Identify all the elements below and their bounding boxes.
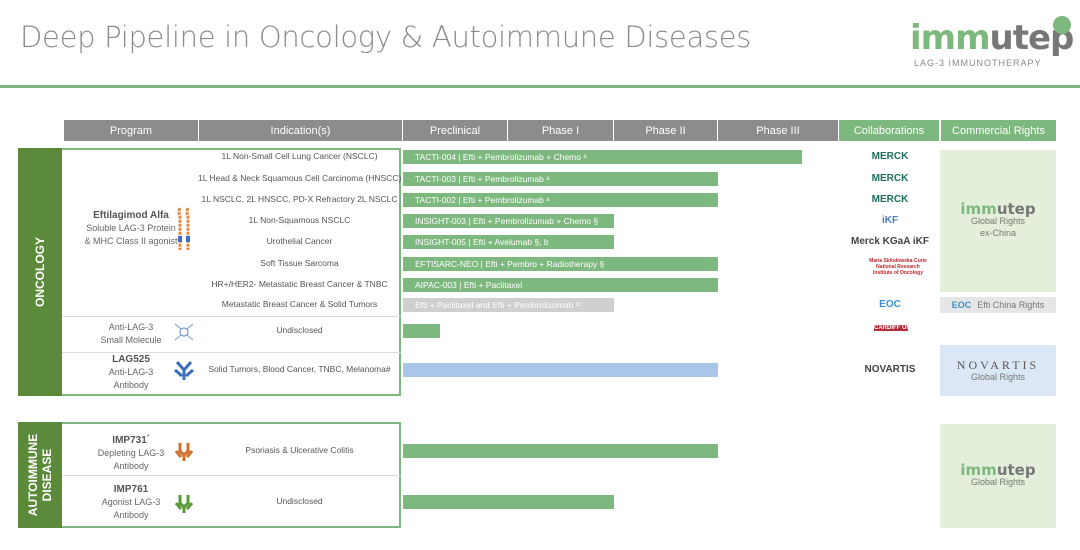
oncology-section-box <box>62 148 401 396</box>
collaborator-logo: MERCK <box>871 151 909 162</box>
indication-label: Undisclosed <box>276 496 323 506</box>
collaborator-logo: MERCK <box>871 173 909 184</box>
collaborator-logo: CARDIFF UNIVERSITY <box>874 325 939 331</box>
lag3-protein-icon <box>177 207 190 250</box>
program-imp731: IMP731* Depleting LAG-3 Antibody <box>97 432 165 471</box>
indication-label: Soft Tissue Sarcoma <box>260 258 339 268</box>
pipeline-progress-bar: EFTISARC-NEO | Efti + Pembro + Radiother… <box>403 257 718 271</box>
page-title: Deep Pipeline in Oncology & Autoimmune D… <box>20 20 752 54</box>
header-indications: Indication(s) <box>199 120 402 141</box>
collaborator-logo: EOC <box>879 299 901 310</box>
indication-label: Psoriasis & Ulcerative Colitis <box>245 445 354 455</box>
collaborator-logo: Merck KGaA iKF <box>851 236 929 247</box>
indication-label: 1L NSCLC, 2L HNSCC, PD-X Refractory 2L N… <box>201 194 398 204</box>
collaborator-logo: Maria Sklodowska-Curie National Research… <box>869 258 927 276</box>
pipeline-progress-bar: TACTI-003 | Efti + Pembrolizumab ᵃ <box>403 172 718 186</box>
indication-label: Undisclosed <box>276 325 323 335</box>
row-divider <box>62 352 401 353</box>
pipeline-progress-bar: TACTI-002 | Efti + Pembrolizumab ᵃ <box>403 193 718 207</box>
rights-immutep-autoimmune: immutep Global Rights <box>940 424 1056 528</box>
program-lag525: LAG525 Anti-LAG-3 Antibody <box>108 354 154 390</box>
rights-novartis: NOVARTIS Global Rights <box>940 345 1056 396</box>
header-commercial-rights: Commercial Rights <box>941 120 1056 141</box>
header-phase-1: Phase I <box>508 120 613 141</box>
program-eftilagimod: Eftilagimod Alfa Soluble LAG-3 Protein & M… <box>84 210 178 246</box>
indication-label: Urothelial Cancer <box>266 236 333 246</box>
antibody-icon-blue <box>174 361 194 380</box>
header-program: Program <box>64 120 198 141</box>
pipeline-progress-bar <box>403 324 440 338</box>
program-imp761: IMP761 Agonist LAG-3 Antibody <box>101 484 161 520</box>
header-collaborations: Collaborations <box>839 120 939 141</box>
pipeline-progress-bar <box>403 495 614 509</box>
indication-label: HR+/HER2- Metastatic Breast Cancer & TNB… <box>211 279 388 289</box>
collaborator-logo: MERCK <box>871 194 909 205</box>
pipeline-progress-bar: Efti + Paclitaxel and Efti + Pembrolizum… <box>403 298 614 312</box>
pipeline-progress-bar: AIPAC-003 | Efti + Paclitaxel <box>403 278 718 292</box>
indication-label: 1L Head & Neck Squamous Cell Carcinoma (… <box>198 173 402 183</box>
row-divider <box>62 316 401 317</box>
oncology-section-label: ONCOLOGY <box>18 148 62 396</box>
pipeline-progress-bar <box>403 363 718 377</box>
antibody-icon-orange <box>174 443 194 461</box>
indication-label: Metastatic Breast Cancer & Solid Tumors <box>221 299 378 309</box>
pipeline-progress-bar: TACTI-004 | Efti + Pembrolizumab + Chemo… <box>403 150 802 164</box>
antibody-icon-green <box>174 495 194 513</box>
logo-tagline: LAG-3 IMMUNOTHERAPY <box>914 58 1042 68</box>
header-phase-3: Phase III <box>718 120 838 141</box>
small-molecule-icon <box>174 323 194 341</box>
pipeline-progress-bar: INSIGHT-005 | Efti + Avelumab §, b <box>403 235 614 249</box>
rights-immutep-ex-china: immutep Global Rights ex-China <box>940 150 1056 292</box>
pipeline-progress-bar <box>403 444 718 458</box>
row-divider <box>62 475 401 476</box>
autoimmune-section-label: AUTOIMMUNE DISEASE <box>18 422 62 528</box>
program-small-molecule: Anti-LAG-3 Small Molecule <box>100 322 162 345</box>
logo-text-light: imm <box>910 18 991 58</box>
header-phase-2: Phase II <box>614 120 717 141</box>
indication-label: Solid Tumors, Blood Cancer, TNBC, Melano… <box>208 364 391 374</box>
title-divider <box>0 85 1080 88</box>
collaborator-logo: iKF <box>881 215 899 226</box>
indication-label: 1L Non-Squamous NSCLC <box>248 215 351 225</box>
header-preclinical: Preclinical <box>403 120 507 141</box>
logo-molecule-icon <box>1053 16 1071 34</box>
immutep-logo: immutep LAG-3 IMMUNOTHERAPY <box>905 10 1074 70</box>
rights-eoc-china: EOC Efti China Rights <box>940 297 1056 313</box>
pipeline-progress-bar: INSIGHT-003 | Efti + Pembrolizumab + Che… <box>403 214 614 228</box>
collaborator-logo: NOVARTIS <box>864 364 916 375</box>
indication-label: 1L Non-Small Cell Lung Cancer (NSCLC) <box>221 151 378 161</box>
